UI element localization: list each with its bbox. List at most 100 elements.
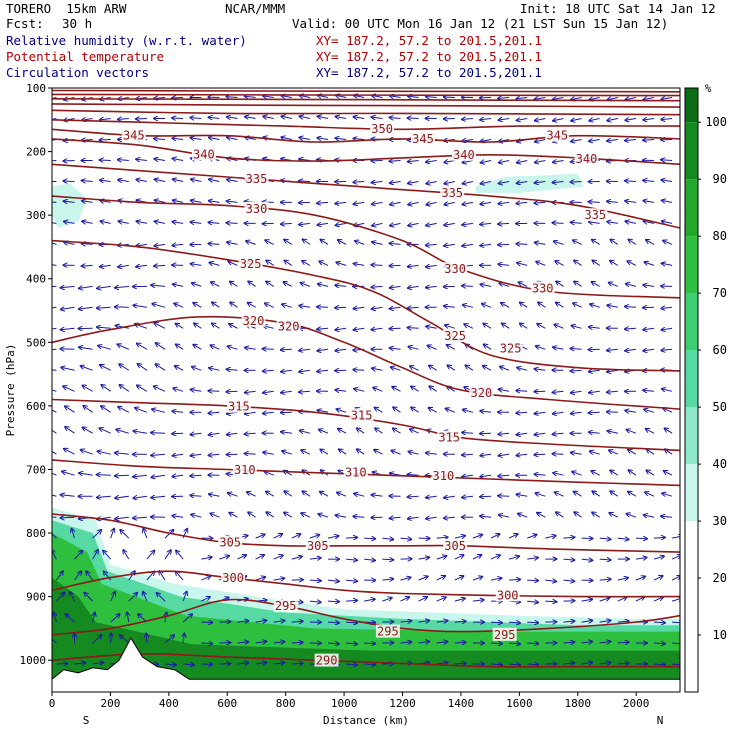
vector-575 <box>319 430 329 434</box>
vector-106 <box>64 161 75 162</box>
vector-99 <box>571 140 582 142</box>
vector-510 <box>411 386 419 392</box>
vector-816 <box>255 577 266 581</box>
vector-952 <box>183 664 194 665</box>
vector-916 <box>164 635 174 644</box>
vector-874 <box>671 598 680 601</box>
vector-554 <box>571 412 582 413</box>
vector-580 <box>410 429 419 434</box>
vector-976 <box>617 663 629 664</box>
vector-719 <box>390 517 401 518</box>
vector-842 <box>85 593 93 602</box>
field-xy-rh: XY= 187.2, 57.2 to 201.5,201.1 <box>316 33 542 48</box>
vector-808 <box>104 572 112 581</box>
vector-405 <box>408 328 419 329</box>
theta-label-12: 315 <box>228 400 250 414</box>
vector-128 <box>463 161 473 163</box>
theta-label-bg-25 <box>440 185 465 199</box>
vector-633 <box>97 475 111 476</box>
vector-835 <box>599 579 611 580</box>
vector-687 <box>444 496 455 498</box>
vector-772 <box>92 550 98 560</box>
theta-contour-345-21 <box>52 128 680 143</box>
vector-197 <box>444 202 455 204</box>
vector-440 <box>409 347 419 350</box>
vector-373 <box>463 305 474 308</box>
vector-372 <box>444 306 455 307</box>
vector-975 <box>599 663 611 665</box>
vector-867 <box>545 601 556 602</box>
vector-283 <box>100 265 111 266</box>
vector-775 <box>146 551 154 560</box>
vector-664 <box>664 471 673 476</box>
vector-625 <box>590 451 600 454</box>
vector-294 <box>302 261 311 266</box>
vector-969 <box>490 664 502 665</box>
vector-769 <box>672 536 680 538</box>
vector-293 <box>285 261 293 266</box>
vector-229 <box>390 223 401 225</box>
vector-31 <box>608 98 618 100</box>
vector-392 <box>176 324 184 329</box>
vector-433 <box>281 349 292 350</box>
y-tick-label-300: 300 <box>26 209 46 222</box>
vector-256 <box>246 241 256 245</box>
vector-301 <box>426 265 437 267</box>
vector-515 <box>499 389 510 391</box>
vector-806 <box>74 571 82 581</box>
vector-490 <box>52 389 57 392</box>
theta-label-29: 340 <box>576 152 598 166</box>
vector-569 <box>209 433 220 435</box>
theta-label-bg-23 <box>530 281 555 295</box>
vector-966 <box>436 663 448 665</box>
vector-406 <box>426 326 437 328</box>
vector-432 <box>263 349 274 350</box>
vector-733 <box>644 515 655 517</box>
vector-567 <box>172 433 184 434</box>
vector-805 <box>55 571 63 581</box>
vector-343 <box>556 281 564 287</box>
vector-619 <box>480 454 492 456</box>
vector-442 <box>447 345 456 350</box>
theta-contour-295-1 <box>52 598 680 636</box>
vector-131 <box>517 161 528 163</box>
vector-279 <box>663 241 673 245</box>
theta-label-bg-3 <box>492 627 517 641</box>
vector-353 <box>97 307 111 308</box>
y-tick-label-900: 900 <box>26 591 46 604</box>
colorbar-tick-label-10: 10 <box>713 628 727 642</box>
vector-810 <box>146 572 154 581</box>
vector-247 <box>82 244 93 245</box>
vector-46 <box>245 117 256 119</box>
vector-224 <box>299 223 310 224</box>
vector-183 <box>191 200 202 202</box>
vector-19 <box>390 96 401 98</box>
theta-contour-320-11 <box>52 315 680 410</box>
theta-contour-355-24 <box>52 109 680 116</box>
vector-825 <box>418 576 428 581</box>
vector-944 <box>672 643 680 644</box>
vector-481 <box>517 368 528 371</box>
vector-452 <box>625 349 636 351</box>
vector-894 <box>400 621 412 622</box>
vector-102 <box>625 140 636 141</box>
vector-824 <box>400 577 411 580</box>
theta-label-21: 330 <box>246 202 268 216</box>
vector-196 <box>426 202 437 204</box>
vector-157 <box>353 182 365 183</box>
vector-377 <box>538 302 546 308</box>
vector-881 <box>165 613 167 623</box>
vector-324 <box>211 282 220 287</box>
theta-label-bg-19 <box>443 329 468 342</box>
vector-519 <box>571 391 582 393</box>
vector-347 <box>626 284 637 287</box>
vector-781 <box>255 555 264 560</box>
vector-622 <box>534 454 546 455</box>
vector-710 <box>229 513 238 518</box>
vector-167 <box>535 182 546 183</box>
vector-356 <box>152 304 166 308</box>
vector-856 <box>346 600 357 601</box>
vector-376 <box>520 303 528 308</box>
vector-839 <box>671 576 680 581</box>
vector-914 <box>120 635 130 644</box>
